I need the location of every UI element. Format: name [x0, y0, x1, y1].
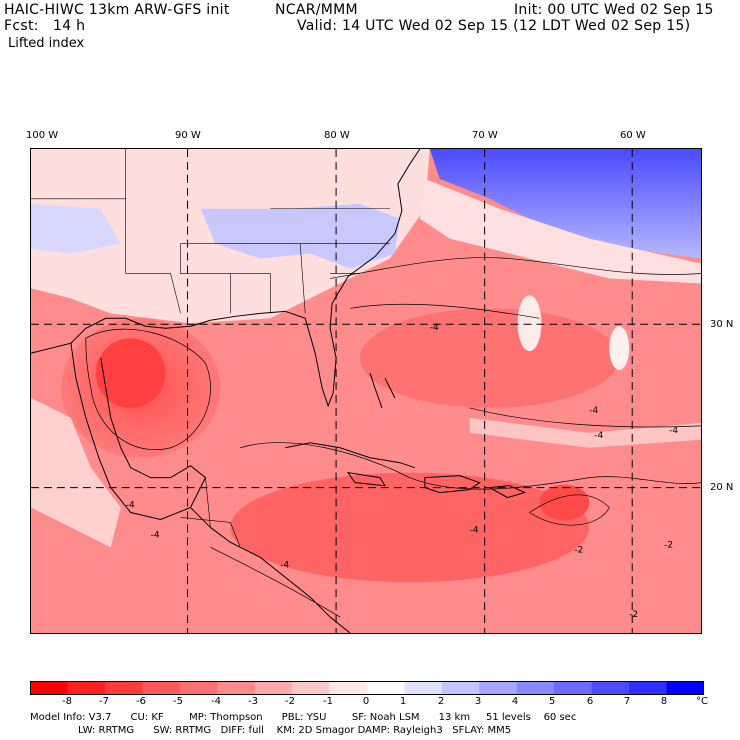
atlantic-core	[539, 484, 590, 521]
footer-line-1: Model Info: V3.7 CU: KF MP: Thompson PBL…	[30, 712, 577, 723]
colorbar-swatch	[179, 681, 218, 695]
lon-label: 60 W	[620, 130, 646, 141]
footer-line-2: LW: RRTMG SW: RRTMG DIFF: full KM: 2D Sm…	[78, 725, 512, 736]
colorbar-swatch	[329, 681, 368, 695]
colorbar-swatch	[292, 681, 331, 695]
contour-label: -4	[669, 426, 678, 436]
stable-air-appalachia	[200, 203, 400, 269]
colorbar-swatch	[441, 681, 480, 695]
colorbar-label: 1	[399, 696, 407, 707]
colorbar-swatch	[554, 681, 593, 695]
colorbar-label: -6	[136, 696, 146, 707]
colorbar-label: 0	[362, 696, 370, 707]
dry-patch-1	[517, 295, 542, 352]
dry-patch-2	[609, 326, 630, 371]
lon-label: 80 W	[324, 130, 350, 141]
colorbar-label: -1	[323, 696, 333, 707]
colorbar-swatch	[404, 681, 443, 695]
organization: NCAR/MMM	[275, 2, 358, 18]
contour-label: -4	[151, 530, 160, 540]
model-title: HAIC-HIWC 13km ARW-GFS init	[4, 2, 230, 18]
lon-label: 100 W	[26, 130, 59, 141]
forecast-hour: Fcst: 14 h	[4, 18, 86, 34]
mexico-pale	[31, 397, 121, 548]
colorbar-swatch	[217, 681, 256, 695]
valid-time: Valid: 14 UTC Wed 02 Sep 15 (12 LDT Wed …	[297, 18, 691, 34]
dry-band	[469, 417, 701, 448]
colorbar-label: -7	[99, 696, 109, 707]
colorbar-label: 4	[511, 696, 519, 707]
colorbar-swatch	[104, 681, 143, 695]
colorbar-label: 5	[548, 696, 556, 707]
colorbar-swatch	[591, 681, 630, 695]
atlantic-instability	[360, 308, 620, 408]
contour-label: -2	[664, 540, 673, 550]
colorbar-swatch	[666, 681, 704, 695]
lat-label: 20 N	[710, 482, 734, 493]
color-bar	[30, 681, 704, 695]
contours	[85, 257, 701, 618]
colorbar-label: -3	[248, 696, 258, 707]
colorbar-border	[30, 681, 704, 695]
gulf-core	[95, 338, 166, 408]
field-name: Lifted index	[8, 36, 85, 51]
contour-label: -4	[589, 406, 598, 416]
colorbar-unit: °C	[696, 696, 708, 707]
contour-label: -4	[126, 501, 135, 511]
colorbar-swatch	[67, 681, 106, 695]
colorbar-label: -2	[285, 696, 295, 707]
colorbar-swatch	[629, 681, 668, 695]
state-borders	[31, 149, 390, 548]
stable-air-atlantic	[429, 149, 701, 259]
colorbar-label: -5	[173, 696, 183, 707]
colorbar-swatch	[142, 681, 181, 695]
contour-label: -4	[280, 560, 289, 570]
contour-label: -4	[470, 525, 479, 535]
lon-label: 70 W	[472, 130, 498, 141]
colorbar-swatch	[367, 681, 405, 695]
contour-label: -4	[430, 323, 439, 333]
colorbar-label: 7	[623, 696, 631, 707]
neutral-band	[419, 178, 701, 284]
colorbar-label: 8	[660, 696, 668, 707]
caribbean-instability	[230, 472, 590, 583]
stable-air-west	[31, 203, 121, 254]
lifted-index-map: -4 -4 -4 -4 -4 -4 -2 -4 -2 -2 -4	[30, 148, 702, 634]
colorbar-label: -8	[62, 696, 72, 707]
lat-label: 30 N	[710, 319, 734, 330]
colorbar-label: -4	[211, 696, 221, 707]
colorbar-swatch	[516, 681, 555, 695]
contour-label-group: -4 -4 -4 -4 -4 -4 -2 -4 -2 -2 -4	[126, 323, 679, 620]
colorbar-swatch	[254, 681, 293, 695]
coastlines	[31, 149, 526, 633]
contour-label: -2	[574, 545, 583, 555]
contour-label: -4	[594, 431, 603, 441]
colorbar-label: 6	[586, 696, 594, 707]
colorbar-label: 2	[437, 696, 445, 707]
colorbar-swatch	[30, 681, 68, 695]
contour-label: -2	[629, 610, 638, 620]
colorbar-swatch	[479, 681, 518, 695]
init-time: Init: 00 UTC Wed 02 Sep 15	[514, 2, 714, 18]
lon-label: 90 W	[175, 130, 201, 141]
colorbar-label: 3	[474, 696, 482, 707]
